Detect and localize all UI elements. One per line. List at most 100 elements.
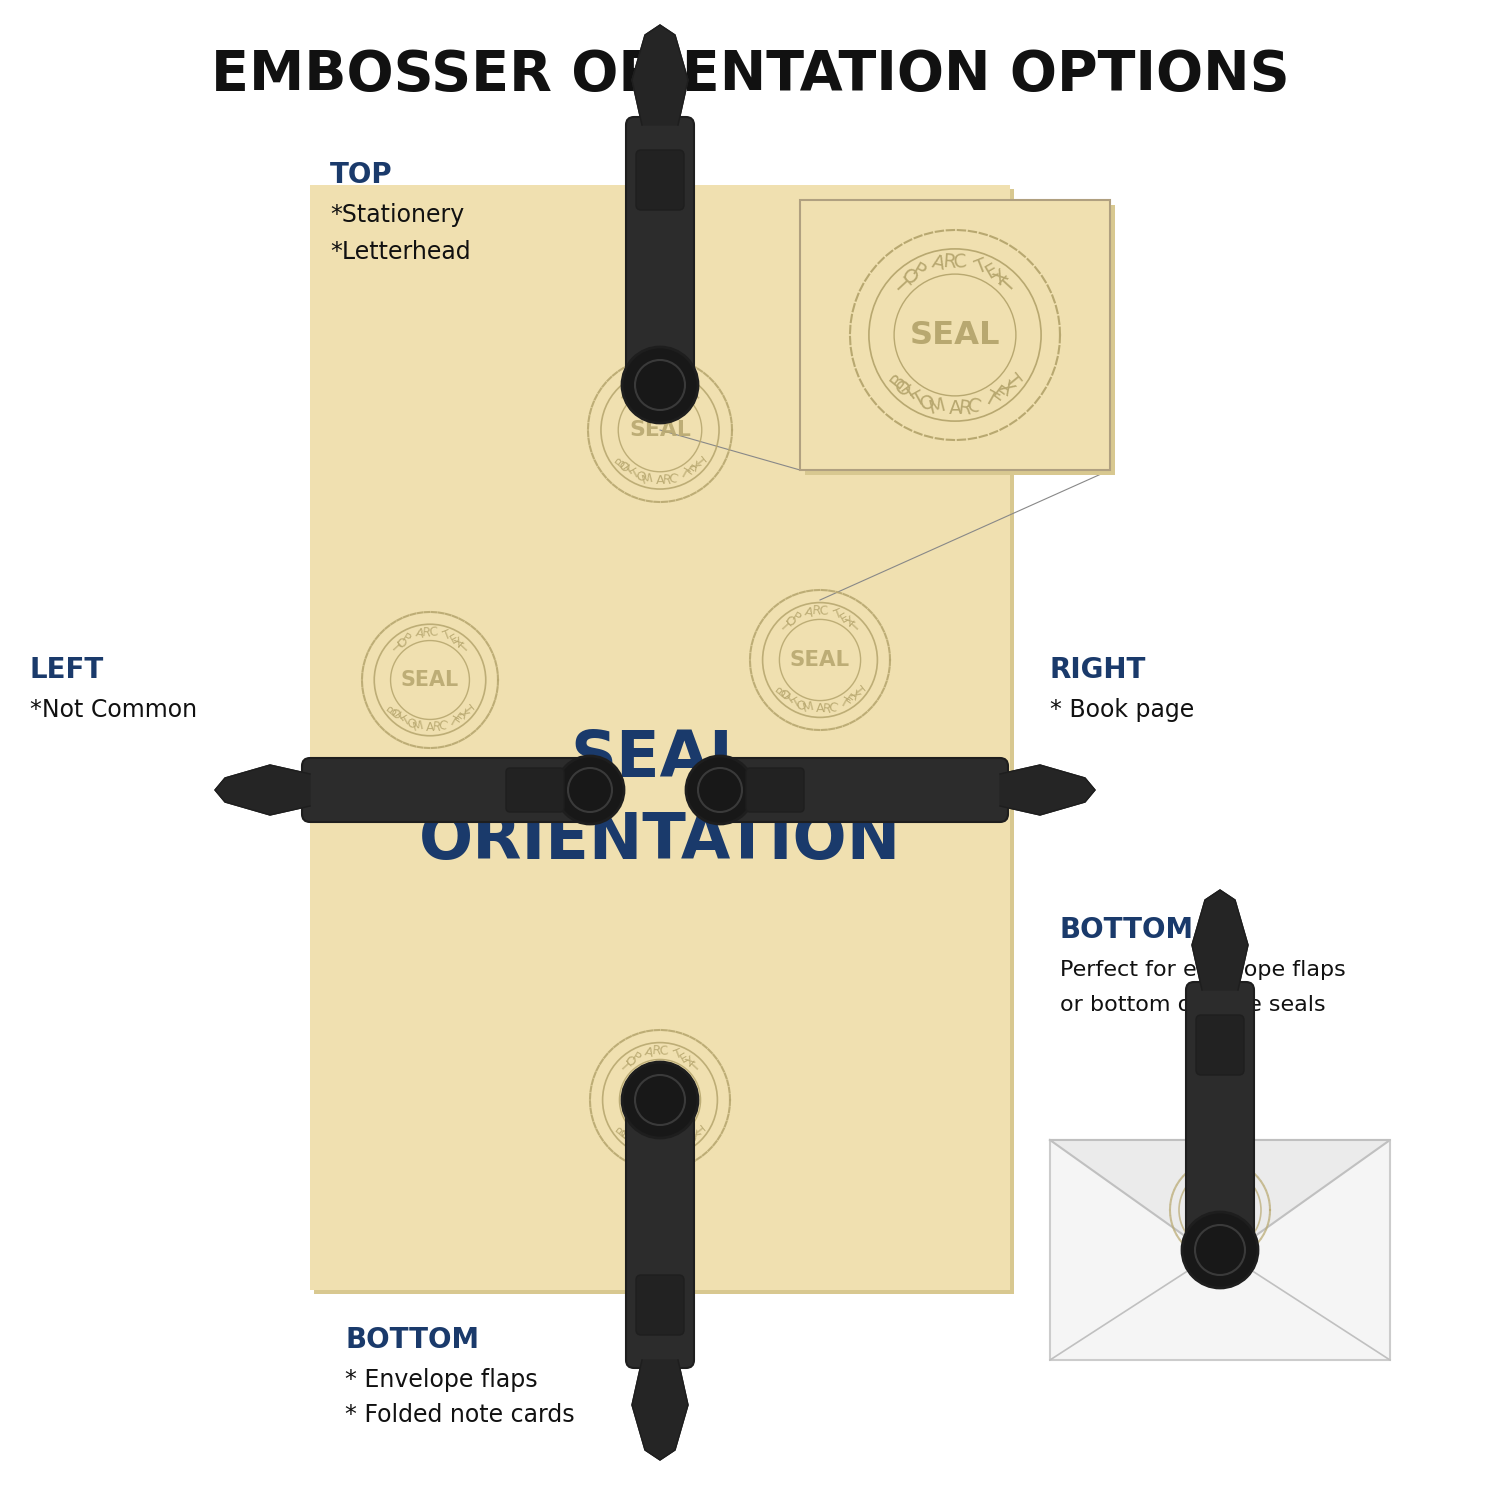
Text: C: C — [952, 252, 968, 272]
FancyBboxPatch shape — [712, 758, 1008, 822]
Circle shape — [622, 346, 698, 423]
Text: T: T — [1233, 1236, 1242, 1246]
Text: R: R — [651, 1044, 662, 1058]
Text: R: R — [957, 398, 972, 418]
Text: O: O — [892, 376, 916, 400]
Circle shape — [622, 1062, 698, 1138]
Text: T: T — [1228, 1173, 1238, 1182]
Text: M: M — [801, 700, 814, 715]
Text: E: E — [839, 610, 852, 626]
Text: X: X — [686, 1128, 702, 1143]
Text: T: T — [1000, 370, 1023, 392]
Text: E: E — [447, 632, 460, 646]
Text: X: X — [994, 376, 1017, 399]
Text: T: T — [616, 1059, 632, 1074]
Text: R: R — [662, 1142, 672, 1155]
Text: M: M — [640, 471, 654, 486]
Text: T: T — [615, 388, 630, 404]
Text: T: T — [1240, 1180, 1251, 1191]
FancyBboxPatch shape — [302, 758, 598, 822]
Text: E: E — [682, 1132, 696, 1148]
Text: R: R — [812, 604, 820, 618]
Text: E: E — [988, 382, 1010, 405]
Text: R: R — [821, 702, 831, 715]
Text: E: E — [678, 378, 692, 394]
Text: SEAL: SEAL — [790, 650, 850, 670]
Text: T: T — [458, 640, 472, 656]
Text: T: T — [459, 704, 474, 717]
Text: T: T — [1198, 1236, 1208, 1246]
Text: M: M — [1206, 1239, 1216, 1250]
FancyBboxPatch shape — [1196, 1016, 1243, 1076]
FancyBboxPatch shape — [1050, 1140, 1390, 1360]
Text: O: O — [388, 706, 405, 723]
Text: T: T — [387, 640, 402, 656]
Text: O: O — [634, 1137, 650, 1154]
Text: P: P — [1198, 1174, 1208, 1185]
Text: X: X — [684, 382, 699, 399]
Text: T: T — [998, 274, 1020, 296]
Text: P: P — [399, 632, 412, 646]
Text: T: T — [784, 692, 798, 706]
Text: T: T — [400, 714, 414, 729]
Text: A: A — [804, 604, 814, 619]
Text: M: M — [927, 394, 946, 417]
Text: R: R — [651, 374, 662, 387]
Text: T: T — [672, 1047, 684, 1062]
Text: B: B — [1188, 1227, 1198, 1238]
Text: O: O — [897, 266, 921, 290]
Text: X: X — [990, 266, 1012, 290]
Text: B: B — [386, 702, 400, 717]
Text: X: X — [456, 706, 471, 722]
Text: T: T — [688, 1059, 703, 1074]
Text: E: E — [982, 260, 1002, 282]
Text: E: E — [452, 711, 465, 726]
Text: B: B — [886, 370, 909, 393]
Circle shape — [1182, 1212, 1258, 1288]
Text: X: X — [1236, 1178, 1246, 1188]
Text: SEAL: SEAL — [630, 1090, 690, 1110]
Text: M: M — [640, 1140, 654, 1155]
Text: or bottom of page seals: or bottom of page seals — [1060, 994, 1326, 1016]
Text: O: O — [616, 459, 633, 476]
FancyBboxPatch shape — [746, 768, 804, 812]
Text: E: E — [1233, 1174, 1242, 1185]
Text: T: T — [678, 466, 692, 482]
Polygon shape — [214, 765, 310, 814]
Text: T: T — [974, 255, 992, 278]
Text: O: O — [795, 698, 808, 714]
Text: E: E — [842, 692, 856, 706]
Text: T: T — [833, 608, 844, 622]
Text: BOTTOM: BOTTOM — [1060, 916, 1194, 944]
Text: E: E — [1236, 1233, 1245, 1244]
Text: C: C — [827, 700, 839, 715]
Text: X: X — [843, 614, 858, 630]
Text: T: T — [789, 696, 802, 711]
Text: EMBOSSER ORIENTATION OPTIONS: EMBOSSER ORIENTATION OPTIONS — [210, 48, 1290, 102]
Text: P: P — [789, 610, 802, 626]
Text: R: R — [1221, 1240, 1228, 1250]
Text: A: A — [1216, 1240, 1222, 1250]
Text: RIGHT: RIGHT — [1050, 656, 1146, 684]
Text: T: T — [777, 620, 792, 634]
Text: A: A — [644, 1046, 654, 1059]
Text: BOTTOM: BOTTOM — [345, 1326, 478, 1354]
Text: SEAL: SEAL — [400, 670, 459, 690]
Text: O: O — [1191, 1230, 1202, 1240]
Polygon shape — [1050, 1140, 1390, 1262]
Text: T: T — [441, 628, 453, 644]
Text: A: A — [656, 474, 664, 488]
Text: O: O — [916, 392, 939, 416]
FancyBboxPatch shape — [1186, 982, 1254, 1258]
Text: C: C — [658, 1044, 669, 1058]
Text: A: A — [948, 399, 962, 418]
Text: B: B — [774, 684, 790, 699]
Text: X: X — [453, 634, 466, 651]
FancyBboxPatch shape — [636, 1275, 684, 1335]
Text: O: O — [1202, 1238, 1212, 1248]
Text: R: R — [422, 626, 430, 639]
Text: T: T — [909, 388, 928, 411]
Text: P: P — [628, 380, 642, 394]
Text: M: M — [411, 718, 424, 734]
Text: P: P — [628, 1050, 642, 1065]
